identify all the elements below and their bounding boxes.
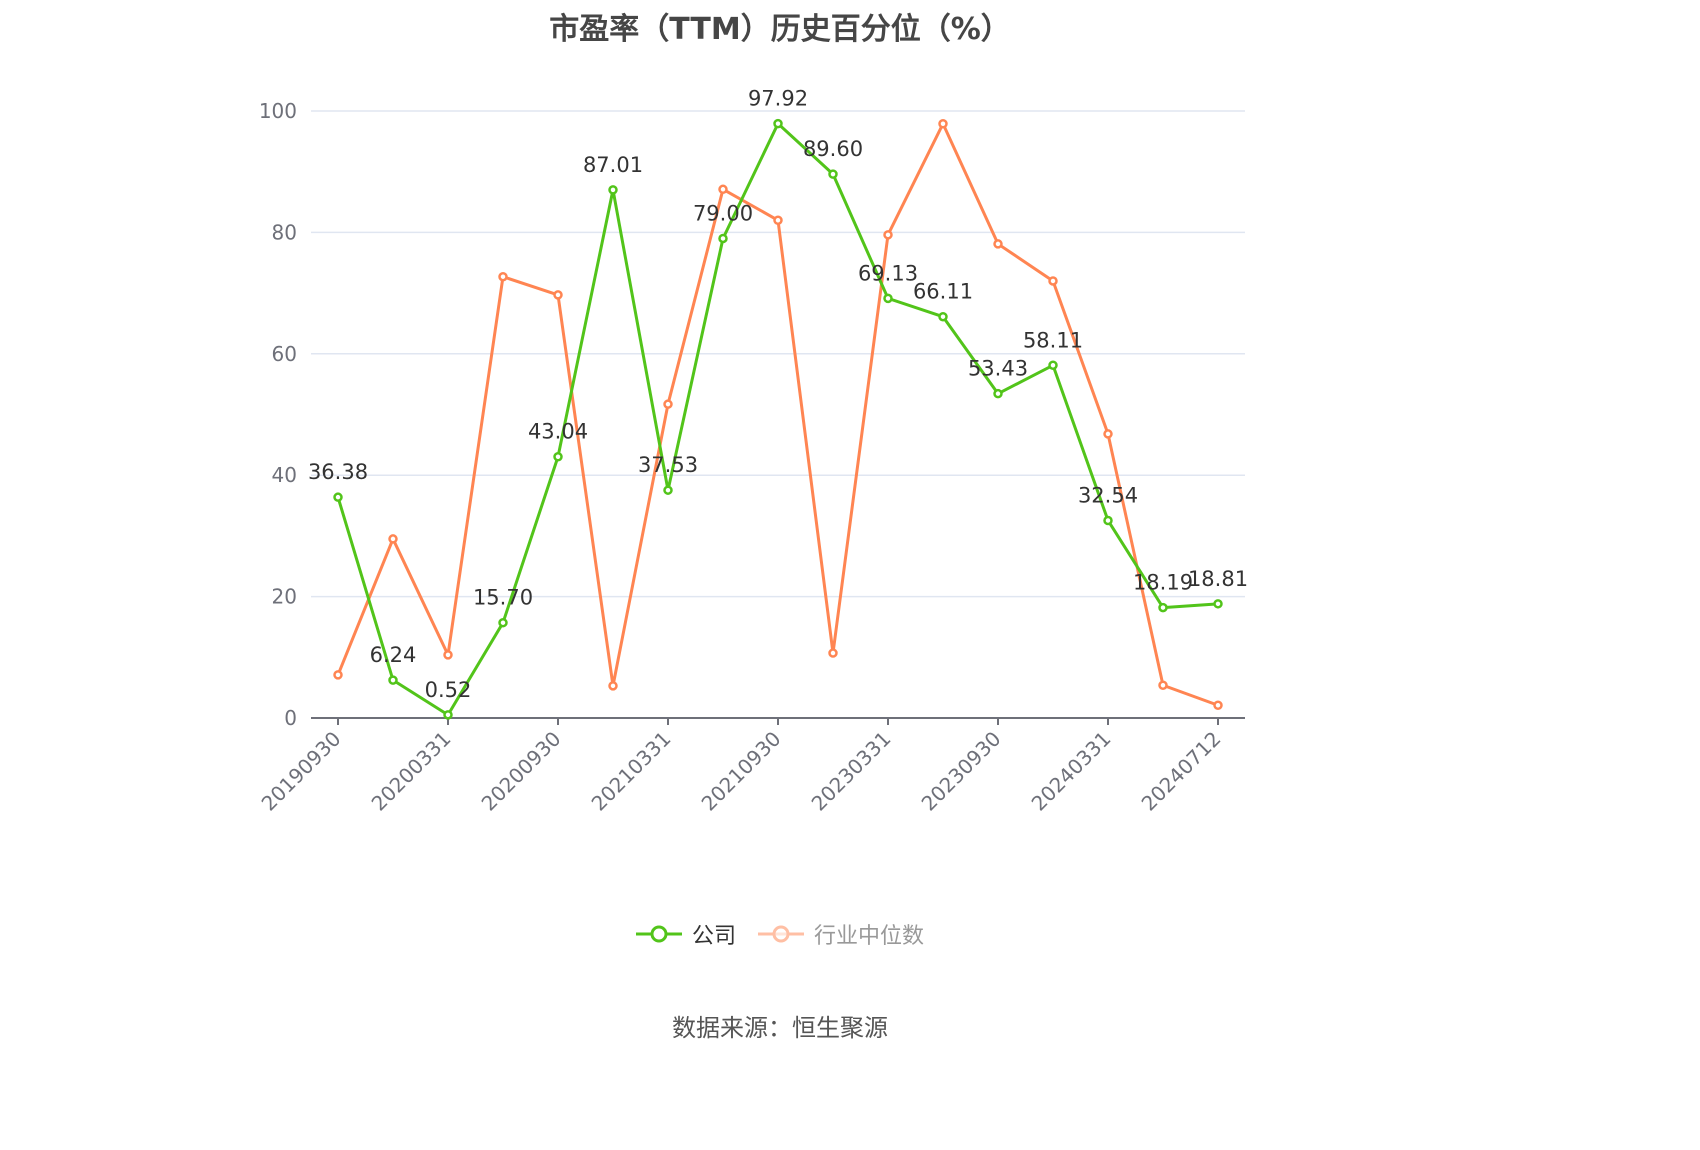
data-source: 数据来源：恒生聚源 xyxy=(672,1014,888,1042)
x-tick-label: 20200930 xyxy=(477,727,566,816)
chart-title: 市盈率（TTM）历史百分位（%） xyxy=(549,12,1011,47)
industry-point[interactable] xyxy=(388,534,398,544)
legend-company-line-icon xyxy=(635,925,682,943)
x-axis: 20190930 20200331 20200930 20210331 20210930… xyxy=(257,717,1245,816)
company-point[interactable] xyxy=(718,233,728,244)
company-point[interactable] xyxy=(1103,515,1113,526)
company-point[interactable] xyxy=(498,617,508,628)
industry-point[interactable] xyxy=(443,650,453,660)
company-point[interactable] xyxy=(388,675,398,685)
industry-point[interactable] xyxy=(553,290,563,300)
x-tick-label: 20210331 xyxy=(587,727,676,816)
y-tick-label: 40 xyxy=(272,463,297,487)
company-point[interactable] xyxy=(828,169,838,179)
data-labels: 36.38 6.24 0.52 15.70 43.04 87.01 37.53 79.00 97… xyxy=(308,87,1248,702)
industry-point[interactable] xyxy=(608,681,618,691)
data-label: 0.52 xyxy=(425,678,472,702)
legend-item-industry[interactable]: 行业中位数 xyxy=(758,918,924,950)
industry-point[interactable] xyxy=(1103,429,1113,439)
industry-point[interactable] xyxy=(773,215,783,226)
company-point[interactable] xyxy=(1158,602,1168,613)
x-tick-label: 20230331 xyxy=(807,727,896,816)
legend-company-label: 公司 xyxy=(691,924,736,949)
series-lines xyxy=(333,118,1223,720)
data-label: 53.43 xyxy=(968,357,1028,381)
company-point[interactable] xyxy=(883,293,893,304)
y-tick-label: 100 xyxy=(259,99,297,123)
company-point[interactable] xyxy=(993,388,1003,399)
industry-point[interactable] xyxy=(1213,700,1223,711)
industry-point[interactable] xyxy=(663,399,673,409)
industry-point[interactable] xyxy=(498,271,508,282)
data-label: 6.24 xyxy=(370,643,417,667)
data-label: 15.70 xyxy=(473,586,533,610)
y-tick-label: 60 xyxy=(272,342,297,366)
x-tick-label: 20200331 xyxy=(367,727,456,816)
y-axis: 0 20 40 60 80 100 xyxy=(259,99,297,730)
data-label: 32.54 xyxy=(1078,483,1138,507)
x-tick-label: 20190930 xyxy=(257,727,346,816)
y-tick-label: 80 xyxy=(272,220,297,244)
data-label: 36.38 xyxy=(308,460,368,484)
data-label: 89.60 xyxy=(803,137,863,161)
data-label: 58.11 xyxy=(1023,328,1083,352)
x-tick-label: 20210930 xyxy=(697,727,786,816)
data-label: 87.01 xyxy=(583,153,643,177)
company-point[interactable] xyxy=(608,185,618,195)
company-line xyxy=(336,122,1219,717)
industry-point[interactable] xyxy=(333,670,343,680)
y-tick-label: 20 xyxy=(272,585,297,609)
industry-point[interactable] xyxy=(883,230,893,240)
company-point[interactable] xyxy=(443,710,453,720)
data-label: 37.53 xyxy=(638,453,698,477)
legend-item-company[interactable]: 公司 xyxy=(635,918,736,950)
legend: 公司 行业中位数 xyxy=(0,918,1560,950)
industry-point[interactable] xyxy=(993,239,1003,249)
data-label: 18.81 xyxy=(1188,567,1248,591)
data-label: 79.00 xyxy=(693,201,753,225)
industry-point[interactable] xyxy=(718,184,728,195)
data-label: 66.11 xyxy=(913,280,973,304)
company-point[interactable] xyxy=(1213,599,1223,609)
x-tick-label: 20240712 xyxy=(1137,727,1226,816)
company-point[interactable] xyxy=(938,311,948,322)
x-tick-label: 20230930 xyxy=(917,727,1006,816)
company-point[interactable] xyxy=(1048,360,1058,371)
data-label: 69.13 xyxy=(858,261,918,285)
grid-lines xyxy=(311,110,1245,598)
legend-industry-line-icon xyxy=(758,925,804,943)
industry-point[interactable] xyxy=(828,648,838,658)
company-point[interactable] xyxy=(333,492,343,502)
x-tick-label: 20240331 xyxy=(1027,727,1116,816)
legend-industry-label: 行业中位数 xyxy=(814,924,925,949)
industry-point[interactable] xyxy=(1158,680,1168,690)
y-tick-label: 0 xyxy=(284,706,297,730)
industry-median-line xyxy=(336,122,1219,707)
data-label: 18.19 xyxy=(1133,571,1193,595)
company-point[interactable] xyxy=(663,485,673,495)
industry-point[interactable] xyxy=(938,118,948,129)
company-point[interactable] xyxy=(553,451,563,462)
company-point[interactable] xyxy=(773,118,783,129)
data-label: 97.92 xyxy=(748,87,808,111)
data-label: 43.04 xyxy=(528,420,588,444)
industry-point[interactable] xyxy=(1048,276,1058,286)
